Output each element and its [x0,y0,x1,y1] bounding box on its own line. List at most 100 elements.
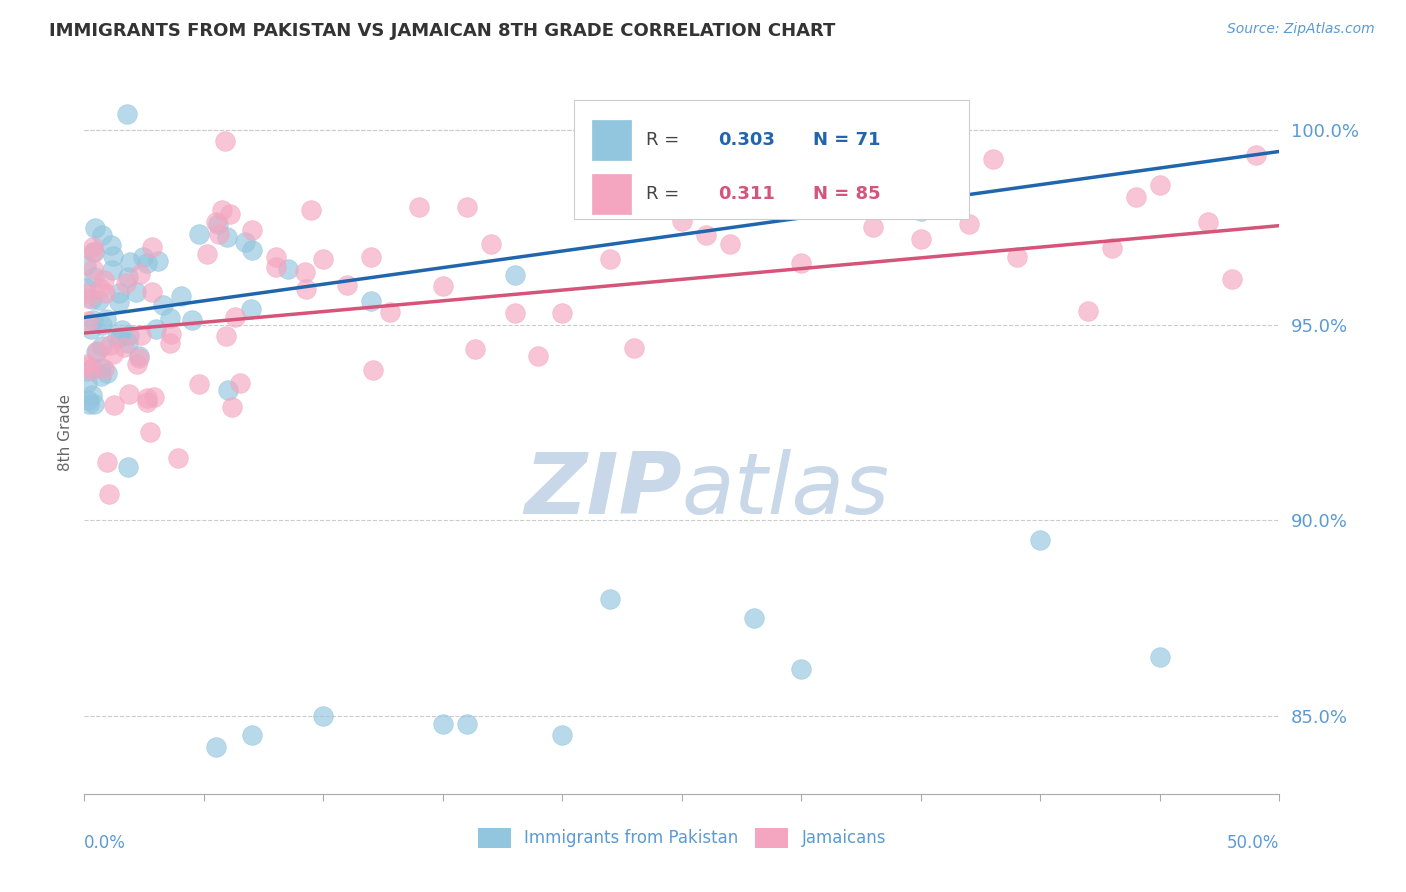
Point [75,285,97,300]
Point [83,269,105,284]
Point [188,376,211,391]
Point [551,728,574,742]
Point [77,291,100,305]
FancyBboxPatch shape [575,100,969,219]
Point [97,487,120,501]
Point [551,306,574,320]
Point [211,203,233,218]
Text: atlas: atlas [682,449,890,532]
Point [146,253,169,268]
Point [1077,303,1099,318]
Point [862,220,884,235]
Point [432,279,454,293]
Point [82,360,104,375]
Point [90,318,112,333]
Point [96,367,118,381]
Point [125,357,148,371]
Point [224,310,246,325]
Point [94,285,117,300]
Text: 0.303: 0.303 [718,131,775,149]
Point [82,312,104,326]
Point [208,227,231,241]
FancyBboxPatch shape [592,174,630,214]
Point [83,244,105,259]
Point [240,728,263,742]
Point [623,341,645,355]
Point [240,302,263,317]
Point [90,360,112,375]
Point [93,273,115,287]
Point [117,335,139,350]
Point [360,250,382,264]
Text: R =: R = [647,131,685,149]
Point [1220,272,1243,286]
Point [957,217,980,231]
Point [103,249,125,263]
Text: N = 85: N = 85 [814,186,882,203]
Point [1029,533,1052,547]
Point [76,359,98,373]
Point [195,247,218,261]
Point [76,364,98,378]
Point [96,454,118,468]
Point [671,201,693,215]
Point [90,339,112,353]
Point [742,169,765,183]
Point [838,202,860,216]
Point [112,340,135,354]
Point [80,363,103,377]
Point [82,262,104,277]
Point [527,349,550,363]
Point [128,351,150,366]
Point [312,252,335,267]
Point [118,387,141,401]
Point [215,229,238,244]
Point [1125,190,1147,204]
Point [117,270,139,285]
Point [221,400,243,414]
Point [105,331,128,345]
Point [125,285,148,299]
Point [214,134,236,148]
Point [240,223,263,237]
Point [981,152,1004,166]
Point [117,107,139,121]
Point [143,390,166,404]
Point [141,240,163,254]
Point [136,256,159,270]
Text: 0.311: 0.311 [718,186,775,203]
Point [80,292,103,306]
Point [159,335,181,350]
Point [294,265,316,279]
Point [181,312,204,326]
Point [219,207,242,221]
Point [1101,241,1123,255]
Point [115,277,138,291]
Text: IMMIGRANTS FROM PAKISTAN VS JAMAICAN 8TH GRADE CORRELATION CHART: IMMIGRANTS FROM PAKISTAN VS JAMAICAN 8TH… [49,22,835,40]
Point [235,235,257,249]
Point [103,398,125,412]
Point [82,388,104,402]
Point [336,278,359,293]
Point [141,285,163,299]
Point [100,237,122,252]
Point [84,345,107,359]
Point [207,217,229,231]
Point [103,347,125,361]
Point [75,357,97,371]
Point [118,327,141,342]
Point [1149,178,1171,192]
Point [152,298,174,312]
Text: ZIP: ZIP [524,449,682,532]
Point [456,200,478,214]
Point [129,267,152,281]
Point [671,214,693,228]
Point [77,314,100,328]
Point [91,227,114,242]
Point [301,202,323,217]
Point [910,203,932,218]
Point [93,362,115,376]
Point [378,305,401,319]
Point [264,250,287,264]
Y-axis label: 8th Grade: 8th Grade [58,394,73,471]
